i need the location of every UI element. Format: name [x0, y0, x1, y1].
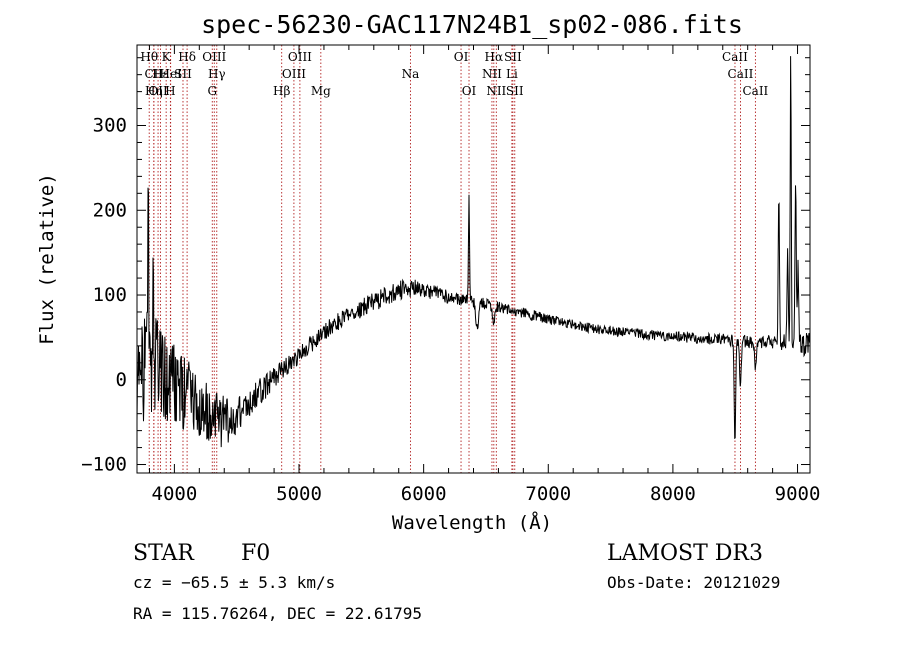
x-tick-label: 4000 [152, 483, 198, 505]
line-marker-label: OI [454, 50, 469, 64]
line-marker-label: Mg [311, 84, 331, 98]
y-axis-ticks: −100 0 100 200 300 [81, 57, 810, 476]
line-marker-label: CaII [742, 84, 768, 98]
y-tick-label: 100 [93, 284, 127, 306]
x-tick-label: 7000 [525, 483, 571, 505]
observation-date: Obs-Date: 20121029 [607, 573, 780, 592]
sky-coordinates: RA = 115.76264, DEC = 22.61795 [133, 604, 422, 623]
emission-line-labels: Hθ CII OII Hε K Hη HeI H SII Hδ OIII Hγ G Hβ OIII OIII M… [140, 50, 768, 98]
x-axis-label: Wavelength (Å) [392, 511, 552, 534]
line-marker-label: CII [144, 67, 163, 81]
survey-name: LAMOST DR3 [607, 541, 763, 566]
line-marker-label: OIII [202, 50, 226, 64]
x-axis-ticks: 4000 5000 6000 7000 8000 9000 [148, 45, 821, 505]
line-marker-label: OIII [288, 50, 312, 64]
y-tick-label: 300 [93, 115, 127, 137]
line-marker-label: SII [174, 67, 192, 81]
object-class: STAR [133, 541, 195, 566]
line-marker-label: Hδ [178, 50, 196, 64]
y-axis-label: Flux (relative) [36, 173, 58, 345]
line-marker-label: Hη [145, 84, 163, 98]
line-marker-label: Hθ [140, 50, 158, 64]
line-marker-label: H [165, 84, 175, 98]
line-marker-label: OI [462, 84, 477, 98]
line-marker-label: HeI [159, 67, 182, 81]
spectrum-line [136, 56, 811, 448]
line-marker-label: Hγ [208, 67, 226, 81]
radial-velocity: cz = −65.5 ± 5.3 km/s [133, 573, 335, 592]
emission-line-markers [148, 45, 756, 473]
line-marker-label: NII [486, 84, 506, 98]
line-marker-label: Hβ [273, 84, 290, 98]
chart-title: spec-56230-GAC117N24B1_sp02-086.fits [201, 10, 743, 39]
line-marker-label: CaII [728, 67, 754, 81]
line-marker-label: K [162, 50, 172, 64]
line-marker-label: SII [506, 84, 524, 98]
y-tick-label: 0 [116, 369, 127, 391]
line-marker-label: Hε [152, 67, 169, 81]
line-marker-label: SII [504, 50, 522, 64]
line-marker-label: CaII [722, 50, 748, 64]
y-tick-label: 200 [93, 199, 127, 221]
x-tick-label: 9000 [775, 483, 821, 505]
x-tick-label: 5000 [276, 483, 322, 505]
line-marker-label: OIII [282, 67, 306, 81]
line-marker-label: Li [506, 67, 518, 81]
y-tick-label: −100 [81, 454, 127, 476]
spectral-subclass: F0 [241, 541, 270, 566]
x-tick-label: 8000 [650, 483, 696, 505]
line-marker-label: NII [482, 67, 502, 81]
line-marker-label: G [207, 84, 217, 98]
line-marker-label: Na [402, 67, 420, 81]
line-marker-label: OII [148, 84, 168, 98]
line-marker-label: Hα [485, 50, 504, 64]
x-tick-label: 6000 [401, 483, 447, 505]
